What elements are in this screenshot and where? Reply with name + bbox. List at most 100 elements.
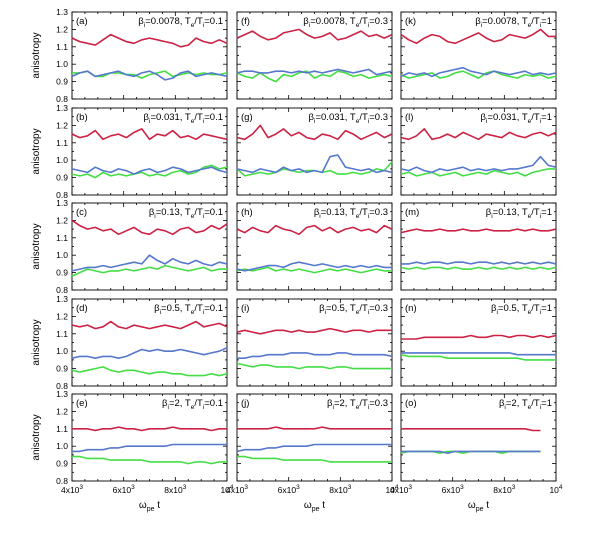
panel-c-ytick-label: 1.2 [56,215,68,225]
panel-b-red-line [71,128,228,141]
panel-e-ytick-label: 1.0 [56,441,68,451]
panel-a-ytick-label: 0.8 [56,94,68,104]
panel-n-blue-line [401,352,556,356]
panel-i-label: (i) [241,303,249,314]
panel-e-ylabel: anisotropy [31,414,42,460]
panel-c-label: (c) [76,207,87,218]
panel-i-green-line [236,362,392,370]
panel-l-title: βi=0.031, Te/Ti=1 [480,112,552,125]
panel-c-ylabel: anisotropy [31,223,42,269]
panel-e-red-line [72,426,227,432]
panel-n-label: (n) [405,303,417,314]
panel-c-blue-line [71,254,228,272]
panel-c-ytick-label: 0.9 [56,268,68,278]
panel-j-xtick-label: 8x103 [329,484,351,495]
panel-f-green-line [236,70,393,83]
panel-e-blue-line [72,443,227,453]
panel-e-xtick-label: 104 [220,484,233,495]
panel-c-ytick-label: 1.3 [56,198,68,208]
panel-b-blue-line [71,166,228,175]
panel-l-green-line [400,168,556,177]
panel-m-blue-line [401,261,557,265]
panel-b-ytick-label: 1.0 [56,155,68,165]
panel-b-title: βi=0.031, Te/Ti=0.1 [144,112,223,125]
panel-o-xtick-label: 6x103 [442,484,464,495]
panel-f-red-line [236,28,393,41]
panel-l-red-line [400,128,557,141]
panel-k-title: βi=0.0078, Te/Ti=1 [475,16,552,29]
panel-h-green-line [236,266,392,274]
panel-e-ytick-label: 0.9 [56,459,68,469]
panel-m-title: βi=0.13, Te/Ti=1 [486,207,552,220]
panel-k-blue-line [400,66,557,78]
panel-f-title: βi=0.0078, Te/Ti=0.3 [303,16,388,29]
panel-g-title: βi=0.031, Te/Ti=0.3 [309,112,388,125]
panel-e-green-line [72,455,227,465]
panel-h-title: βi=0.13, Te/Ti=0.3 [314,207,388,220]
panel-l-label: (l) [405,112,413,123]
panel-e-xtick-label: 8x103 [164,484,186,495]
panel-g-label: (g) [241,112,253,123]
panel-j-red-line [237,426,392,430]
panel-k-red-line [400,28,556,45]
panel-d-ytick-label: 1.3 [56,294,68,304]
panel-m-label: (m) [405,207,419,218]
panel-f-blue-line [236,68,393,76]
panel-e-ytick-label: 1.1 [56,424,68,434]
panel-e-ytick-label: 1.2 [56,406,68,416]
panel-o-xtick-label: 104 [549,484,562,495]
panel-j-xtick-label: 6x103 [278,484,300,495]
panel-o-xtick-label: 8x103 [493,484,515,495]
panel-e-ytick-label: 1.3 [56,389,68,399]
panel-o-xtick-label: 4x103 [390,484,412,495]
panel-h-label: (h) [241,207,253,218]
panel-j-xtick-label: 4x103 [226,484,248,495]
panel-h-blue-line [236,261,392,272]
panel-b-ytick-label: 0.9 [56,173,68,183]
panel-m-red-line [400,228,557,234]
panel-a-ytick-label: 1.1 [56,42,68,52]
panel-d-ytick-label: 1.1 [56,329,68,339]
panel-a-red-line [71,33,228,48]
panel-d-label: (d) [76,303,88,314]
panel-n-red-line [401,334,557,340]
panel-c-green-line [71,264,227,277]
panel-a-blue-line [71,70,228,81]
panel-e-xtick-label: 6x103 [113,484,135,495]
panel-j-label: (j) [241,398,249,409]
panel-d-ytick-label: 1.2 [56,311,68,321]
panel-e-xlabel: ωpe t [139,500,160,513]
panel-a-ytick-label: 1.2 [56,24,68,34]
panel-e-xtick-label: 4x103 [61,484,83,495]
panel-o-label: (o) [405,398,417,409]
panel-o-red-line [401,428,541,432]
panel-d-blue-line [71,346,228,359]
panel-a-ytick-label: 0.9 [56,77,68,87]
panel-a-ytick-label: 1.3 [56,7,68,17]
panel-i-blue-line [237,352,393,359]
panel-d-ytick-label: 0.9 [56,364,68,374]
panel-b-ytick-label: 1.1 [56,138,68,148]
panel-j-blue-line [236,443,392,453]
panel-e-label: (e) [76,398,88,409]
panel-b-ytick-label: 0.8 [56,190,68,200]
panel-j-xtick-label: 104 [385,484,398,495]
panel-b-ytick-label: 1.2 [56,120,68,130]
panel-e-ytick-label: 0.8 [56,476,68,486]
panel-o-xlabel: ωpe t [468,500,489,513]
panel-a-ytick-label: 1.0 [56,59,68,69]
panel-c-red-line [71,219,228,236]
panel-j-xlabel: ωpe t [304,500,325,513]
panel-i-red-line [236,327,392,335]
panel-d-ylabel: anisotropy [31,319,42,365]
panel-g-blue-line [236,154,393,174]
panel-d-red-line [71,320,228,330]
panel-h-red-line [236,224,393,236]
panel-n-green-line [400,353,556,361]
panel-d-title: βi=0.5, Te/Ti=0.1 [154,303,223,316]
panel-d-ytick-label: 1.0 [56,346,68,356]
panel-f-label: (f) [241,16,250,27]
panel-n-title: βi=0.5, Te/Ti=1 [491,303,552,316]
panel-i-title: βi=0.5, Te/Ti=0.3 [319,303,388,316]
